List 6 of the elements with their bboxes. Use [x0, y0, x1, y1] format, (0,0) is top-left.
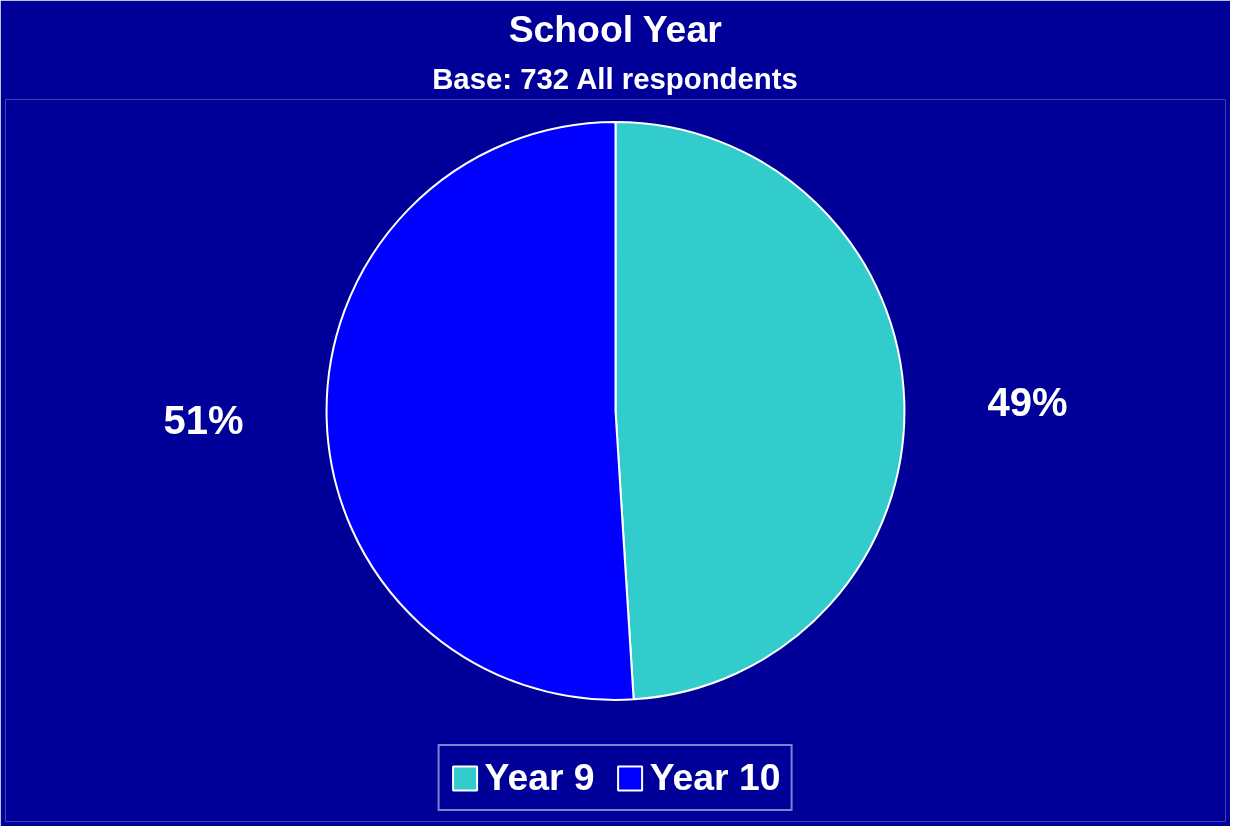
data-label: 49%	[987, 379, 1068, 424]
chart-subtitle: Base: 732 All respondents	[432, 61, 798, 95]
legend-label: Year 10	[649, 756, 781, 799]
data-label: 51%	[163, 397, 244, 442]
chart-title: School Year	[508, 7, 722, 50]
legend-label: Year 9	[484, 756, 595, 799]
